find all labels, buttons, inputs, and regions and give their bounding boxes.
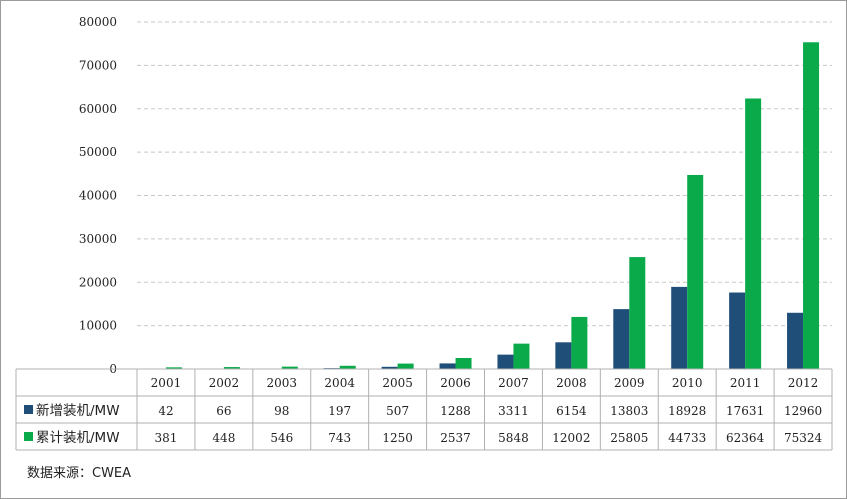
data-label: 6154 [556, 404, 587, 418]
bar-new [613, 309, 630, 369]
data-label: 507 [386, 404, 409, 418]
data-label: 62364 [726, 431, 765, 445]
bar-cumulative [339, 365, 356, 369]
bar-new [439, 363, 456, 369]
data-label: 98 [274, 404, 289, 418]
data-label: 2537 [440, 431, 471, 445]
data-label: 381 [155, 431, 178, 445]
x-tick-label: 2011 [730, 376, 761, 390]
bar-cumulative [223, 367, 240, 369]
data-label: 42 [158, 404, 173, 418]
data-label: 17631 [726, 404, 764, 418]
bar-new [671, 286, 688, 369]
source-note: 数据来源：CWEA [27, 466, 132, 481]
x-tick-label: 2004 [324, 376, 355, 390]
bar-cumulative [281, 366, 298, 369]
bar-cumulative [571, 316, 588, 369]
data-label: 1288 [440, 404, 471, 418]
data-label: 44733 [668, 431, 706, 445]
data-label: 25805 [610, 431, 648, 445]
bar-new [381, 366, 398, 369]
bar-cumulative [513, 343, 530, 369]
x-tick-label: 2002 [209, 376, 240, 390]
y-tick-label: 80000 [79, 15, 117, 29]
x-tick-label: 2009 [614, 376, 645, 390]
x-tick-label: 2001 [151, 376, 182, 390]
series-label: 新增装机/MW [36, 403, 120, 419]
data-label: 5848 [498, 431, 529, 445]
x-tick-label: 2005 [382, 376, 413, 390]
y-tick-label: 10000 [79, 319, 117, 333]
bar-cumulative [629, 257, 646, 369]
data-label: 12002 [552, 431, 590, 445]
data-label: 1250 [382, 431, 413, 445]
legend-key [24, 405, 33, 414]
y-tick-label: 40000 [79, 189, 117, 203]
y-tick-label: 60000 [79, 102, 117, 116]
series-label: 累计装机/MW [36, 430, 120, 446]
y-tick-label: 20000 [79, 275, 117, 289]
y-tick-label: 30000 [79, 232, 117, 246]
bar-new [729, 292, 746, 369]
y-tick-label: 50000 [79, 145, 117, 159]
data-label: 66 [216, 404, 231, 418]
data-label: 448 [212, 431, 235, 445]
y-tick-label: 70000 [79, 58, 117, 72]
bar-cumulative [687, 174, 704, 369]
data-label: 18928 [668, 404, 706, 418]
x-tick-label: 2008 [556, 376, 587, 390]
bar-new [787, 312, 804, 369]
bar-new [497, 354, 514, 369]
bar-cumulative [397, 363, 414, 369]
data-label: 546 [270, 431, 293, 445]
x-tick-label: 2012 [788, 376, 819, 390]
data-label: 3311 [498, 404, 529, 418]
x-tick-label: 2003 [267, 376, 298, 390]
data-label: 75324 [784, 431, 823, 445]
bar-new [555, 342, 572, 369]
legend-key [24, 432, 33, 441]
x-tick-label: 2010 [672, 376, 703, 390]
x-tick-label: 2007 [498, 376, 529, 390]
bar-cumulative [803, 42, 820, 369]
bar-cumulative [455, 357, 472, 369]
bar-cumulative [745, 98, 762, 369]
x-tick-label: 2006 [440, 376, 471, 390]
data-label: 13803 [610, 404, 648, 418]
data-label: 12960 [784, 404, 822, 418]
data-label: 197 [328, 404, 351, 418]
bar-cumulative [165, 367, 182, 369]
data-label: 743 [328, 431, 351, 445]
